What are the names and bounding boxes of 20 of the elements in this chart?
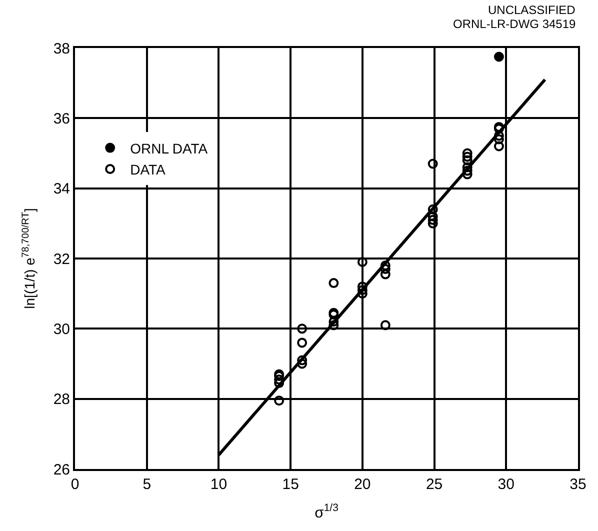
x-tick-label: 0	[70, 476, 80, 493]
text: UNCLASSIFIED	[488, 3, 576, 17]
legend-label: ORNL DATA	[130, 140, 208, 156]
x-tick-label: 20	[354, 476, 371, 493]
x-tick-label: 5	[142, 476, 152, 493]
x-tick-label: 25	[426, 476, 443, 493]
text: ORNL-LR-DWG 34519	[453, 17, 576, 31]
x-tick-label: 15	[282, 476, 299, 493]
y-tick-label: 26	[53, 461, 70, 478]
y-tick-label: 30	[53, 320, 70, 338]
x-tick-label: 35	[570, 476, 586, 493]
x-tick-label: 30	[498, 476, 514, 493]
y-tick-label: 28	[53, 391, 70, 408]
legend-label: DATA	[130, 161, 166, 178]
y-tick-label: 38	[53, 40, 70, 58]
y-tick-label: 32	[53, 250, 70, 268]
y-tick-label: 36	[53, 110, 70, 128]
y-tick-label: 34	[53, 180, 70, 198]
x-tick-label: 10	[210, 476, 228, 493]
x-axis-title: σ$^{1/3}$	[314, 502, 339, 522]
